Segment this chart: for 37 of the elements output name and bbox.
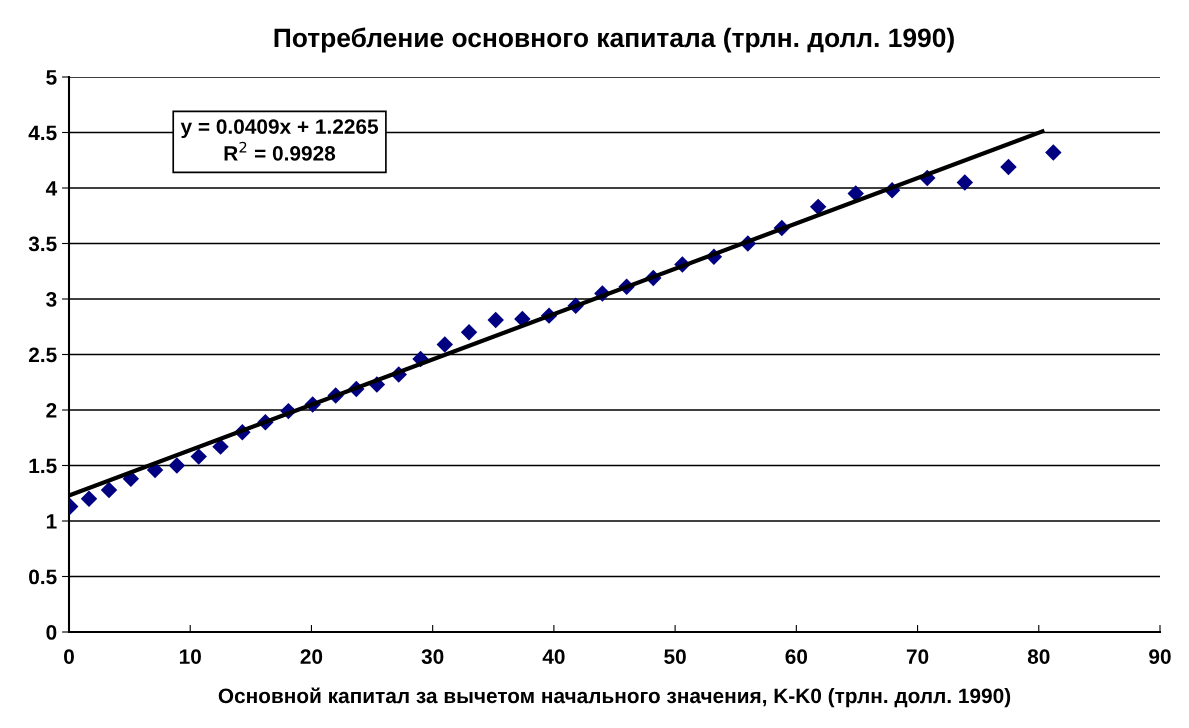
- y-tick-label: 0: [46, 625, 57, 640]
- x-tick-label: 80: [1027, 649, 1050, 664]
- y-tick-label: 3.5: [28, 236, 57, 252]
- x-tick-label: 50: [664, 649, 686, 664]
- x-tick-label: 20: [300, 649, 323, 664]
- chart-title: Потребление основного капитала (трлн. долл. 1990): [274, 27, 954, 53]
- annotation: y = 0.0409x + 1.2265 R$^{2}$ = 0.9928: [180, 119, 379, 161]
- point: [80, 490, 98, 508]
- y-tick-label: 5: [46, 70, 57, 85]
- point: [212, 438, 229, 455]
- point: [460, 324, 478, 341]
- y-tick-label: 0.5: [29, 569, 57, 585]
- point: [847, 185, 864, 202]
- y-tick-label: 4: [45, 181, 58, 196]
- y-tick-label: 1.5: [29, 458, 57, 474]
- y-tick-label: 2.5: [28, 347, 57, 363]
- point: [1045, 144, 1062, 161]
- point: [487, 311, 504, 329]
- point: [809, 198, 827, 216]
- x-tick-label: 40: [542, 649, 565, 664]
- x-tick-label: 0: [64, 649, 74, 664]
- y-tick-label: 3: [46, 292, 57, 307]
- x-tick-label: 30: [421, 649, 444, 664]
- point: [190, 448, 207, 465]
- x-tick-label: 70: [906, 649, 929, 664]
- x-tick-label: 10: [179, 649, 201, 664]
- y-tick-label: 2: [46, 403, 57, 418]
- y-tick-label: 4.5: [28, 125, 57, 141]
- x-axis-title: Основной капитал за вычетом начального значения, K-K0 (трлн. долл. 1990): [218, 687, 1011, 708]
- point: [168, 457, 186, 474]
- point: [436, 336, 454, 353]
- y-tick-label: 1: [46, 514, 57, 529]
- point: [100, 481, 118, 499]
- x-tick-label: 90: [1149, 649, 1171, 664]
- x-tick-label: 60: [785, 649, 808, 664]
- point: [1000, 158, 1017, 176]
- point: [956, 174, 974, 191]
